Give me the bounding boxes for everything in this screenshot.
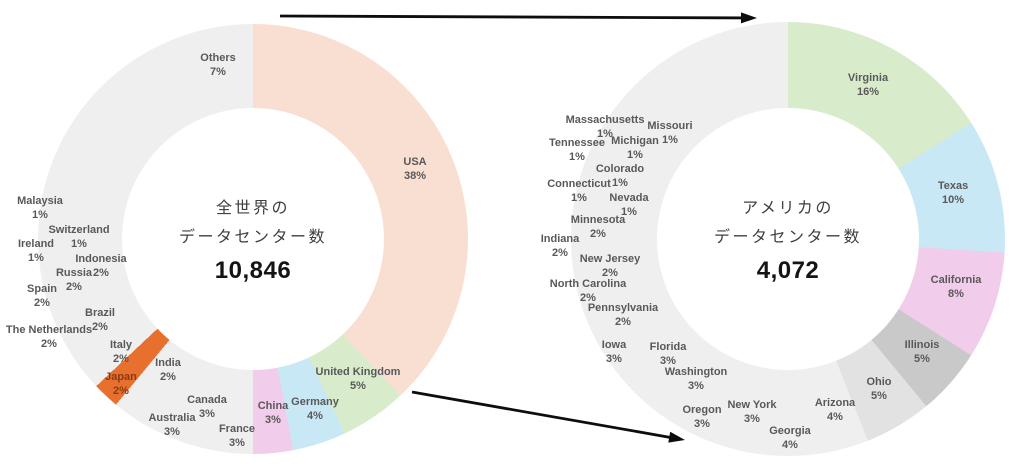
usa-center-title-line1: アメリカの	[742, 199, 834, 217]
world-center-title-line1: 全世界の	[215, 199, 290, 217]
flow-arrow-top-icon	[279, 12, 757, 24]
usa-center-title-line2: データセンター数	[713, 228, 862, 246]
donut-world-hole: 全世界の データセンター数 10,846	[122, 108, 384, 370]
donut-usa-hole: アメリカの データセンター数 4,072	[657, 108, 919, 370]
world-center-value: 10,846	[214, 256, 292, 284]
usa-center-value: 4,072	[756, 256, 820, 284]
world-center-title-line2: データセンター数	[178, 228, 327, 246]
